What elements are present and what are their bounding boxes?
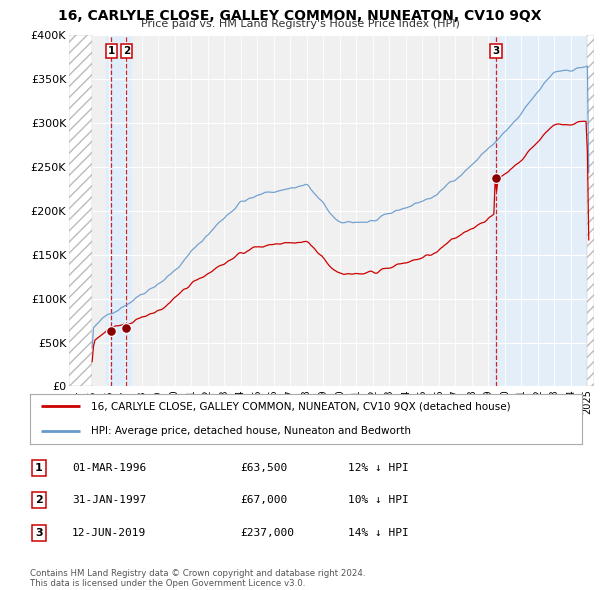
Text: 1: 1 (35, 463, 43, 473)
Text: HPI: Average price, detached house, Nuneaton and Bedworth: HPI: Average price, detached house, Nune… (91, 426, 411, 436)
Text: 01-MAR-1996: 01-MAR-1996 (72, 463, 146, 473)
Text: 16, CARLYLE CLOSE, GALLEY COMMON, NUNEATON, CV10 9QX: 16, CARLYLE CLOSE, GALLEY COMMON, NUNEAT… (58, 9, 542, 23)
Text: £63,500: £63,500 (240, 463, 287, 473)
Text: 16, CARLYLE CLOSE, GALLEY COMMON, NUNEATON, CV10 9QX (detached house): 16, CARLYLE CLOSE, GALLEY COMMON, NUNEAT… (91, 401, 511, 411)
Text: 10% ↓ HPI: 10% ↓ HPI (348, 496, 409, 505)
Text: 31-JAN-1997: 31-JAN-1997 (72, 496, 146, 505)
Text: £237,000: £237,000 (240, 528, 294, 537)
Bar (491, 35, 594, 386)
Text: 14% ↓ HPI: 14% ↓ HPI (348, 528, 409, 537)
Bar (106, 35, 131, 386)
Text: 12-JUN-2019: 12-JUN-2019 (72, 528, 146, 537)
Text: £67,000: £67,000 (240, 496, 287, 505)
Text: 3: 3 (35, 528, 43, 537)
Bar (587, 35, 594, 386)
Bar (69, 35, 92, 386)
Text: 2: 2 (123, 46, 130, 56)
Text: 1: 1 (108, 46, 115, 56)
Text: 12% ↓ HPI: 12% ↓ HPI (348, 463, 409, 473)
Bar (69, 35, 92, 386)
Text: Price paid vs. HM Land Registry's House Price Index (HPI): Price paid vs. HM Land Registry's House … (140, 19, 460, 30)
Bar (587, 35, 594, 386)
Text: Contains HM Land Registry data © Crown copyright and database right 2024.
This d: Contains HM Land Registry data © Crown c… (30, 569, 365, 588)
Text: 3: 3 (492, 46, 499, 56)
Text: 2: 2 (35, 496, 43, 505)
